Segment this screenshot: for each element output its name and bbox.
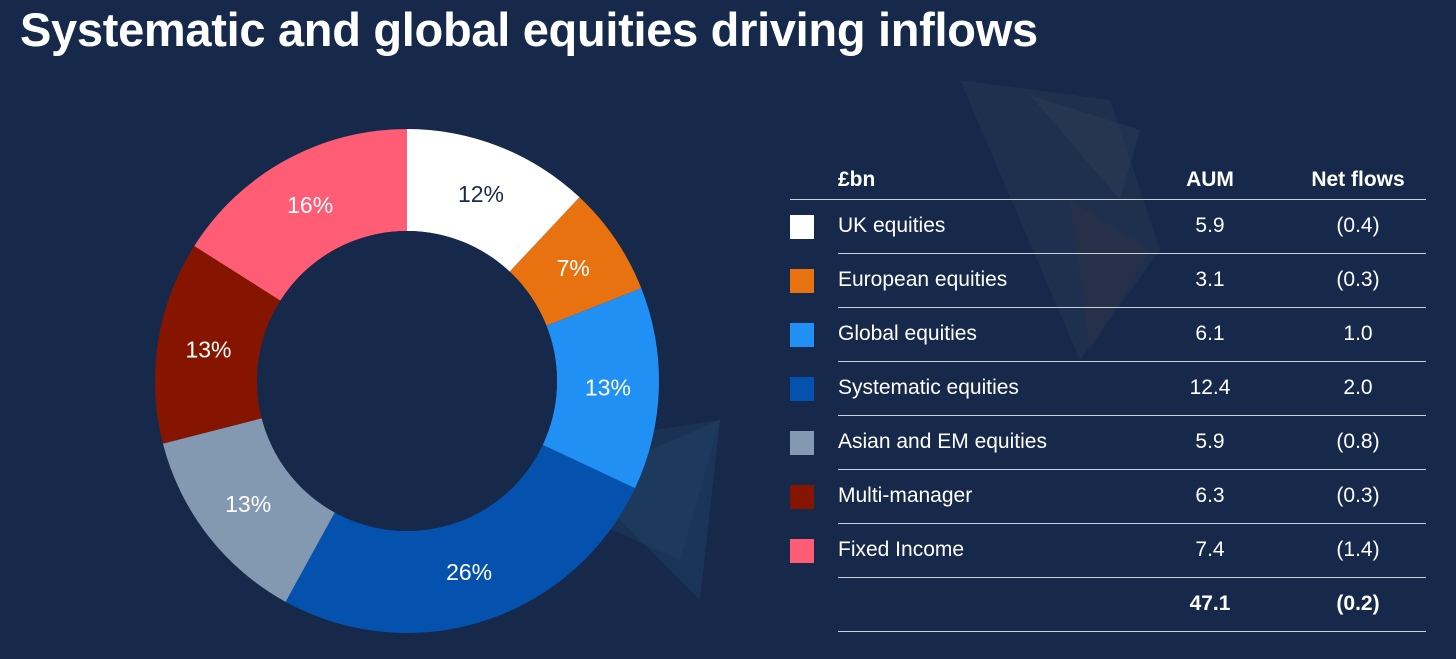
row-name: Global equities [838,322,977,345]
aum-flows-table: £bn AUM Net flows UK equities 5.9 (0.4) Eur… [790,162,1426,632]
slice-label: 13% [225,491,271,517]
legend-swatch [790,323,814,347]
total-net-flows: (0.2) [1336,592,1380,615]
slice-label: 16% [287,192,333,218]
row-aum: 5.9 [1195,214,1225,237]
row-net-flows: (0.4) [1336,214,1380,237]
donut-slice-global-equities [542,288,659,489]
donut-slice-european-equities [509,197,642,326]
slice-label: 12% [458,181,504,207]
slice-label: 7% [557,255,590,281]
legend-swatch [790,269,814,293]
table-row: Asian and EM equities 5.9 (0.8) [790,416,1426,470]
donut-slice-labels: 12% 7% 13% 26% 13% 13% 16% [185,181,630,585]
row-net-flows: 1.0 [1343,322,1373,345]
table-row: Systematic equities 12.4 2.0 [790,362,1426,416]
aum-header: AUM [1186,168,1234,191]
row-net-flows: 2.0 [1343,376,1373,399]
legend-swatch [790,431,814,455]
donut-slice-fixed-income [194,129,407,301]
table-row: Global equities 6.1 1.0 [790,308,1426,362]
donut-slice-asian-and-em-equities [162,418,335,602]
table-row: Fixed Income 7.4 (1.4) [790,524,1426,578]
net-flows-header: Net flows [1311,168,1405,191]
donut-slices [155,129,659,634]
row-name: Fixed Income [838,538,965,561]
legend-swatch [790,539,814,563]
donut-slice-uk-equities [407,129,580,272]
total-row: 47.1 (0.2) [838,578,1426,632]
total-aum: 47.1 [1189,592,1231,615]
table-row: Multi-manager 6.3 (0.3) [790,470,1426,524]
legend-swatch [790,377,814,401]
legend-swatch [790,215,814,239]
donut-slice-multi-manager [155,245,281,444]
row-name: Asian and EM equities [838,430,1047,453]
row-aum: 5.9 [1195,430,1225,453]
donut-slice-systematic-equities [285,444,636,634]
slice-label: 13% [185,337,231,363]
slice-label: 13% [585,374,631,400]
row-name: Systematic equities [838,376,1019,399]
row-name: UK equities [838,214,946,237]
table-header: £bn AUM Net flows [790,162,1426,200]
row-net-flows: (1.4) [1336,538,1380,561]
row-aum: 6.3 [1195,484,1225,507]
row-net-flows: (0.3) [1336,268,1380,291]
row-name: Multi-manager [838,484,973,507]
unit-header: £bn [838,168,876,191]
row-aum: 3.1 [1195,268,1225,291]
table-row: UK equities 5.9 (0.4) [790,200,1426,254]
row-net-flows: (0.3) [1336,484,1380,507]
row-aum: 12.4 [1189,376,1231,399]
slice-label: 26% [446,559,492,585]
page-title: Systematic and global equities driving i… [20,3,1038,56]
row-aum: 7.4 [1195,538,1225,561]
table-row: European equities 3.1 (0.3) [790,254,1426,308]
row-aum: 6.1 [1195,322,1225,345]
legend-swatch [790,485,814,509]
row-name: European equities [838,268,1008,291]
donut-hole [257,231,557,531]
row-net-flows: (0.8) [1336,430,1380,453]
table-body: UK equities 5.9 (0.4) European equities 3.1 (… [790,200,1426,578]
